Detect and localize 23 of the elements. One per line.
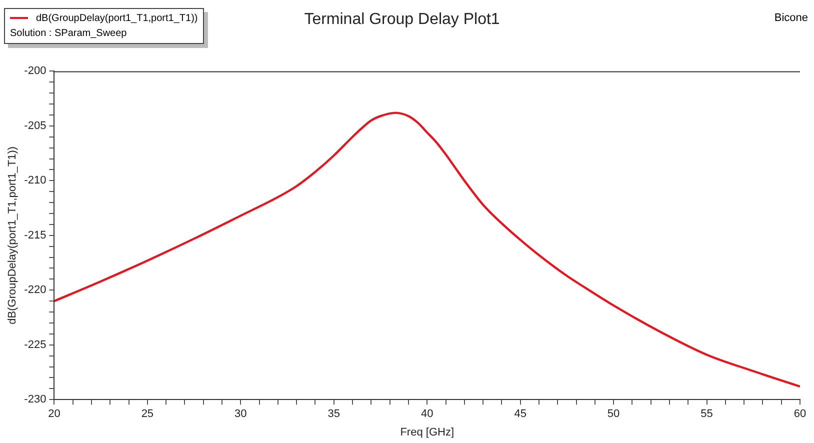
x-tick-label: 60 [794, 408, 806, 420]
y-tick-label: -230 [24, 394, 46, 406]
line-series [54, 112, 800, 388]
y-tick-label: -210 [24, 174, 46, 187]
y-tick-label: -225 [24, 338, 46, 351]
x-tick-label: 35 [328, 408, 340, 420]
text: Bicone [774, 12, 808, 24]
x-tick-label: 20 [48, 408, 60, 420]
chart-title: Terminal Group Delay Plot1 [304, 11, 500, 28]
x-tick-label: 55 [700, 408, 713, 420]
y-tick-label: -205 [24, 120, 46, 132]
x-tick-label: 50 [607, 408, 620, 420]
text: Solution : SParam_Sweep [10, 27, 128, 41]
x-tick-label: 25 [141, 408, 154, 420]
x-tick-label: 40 [420, 408, 434, 420]
y-tick-label: -200 [24, 65, 46, 78]
x-tick-label: 30 [234, 408, 247, 420]
x-tick-label: 45 [514, 408, 526, 420]
y-tick-label: -220 [24, 284, 46, 296]
legend-label: dB(GroupDelay(port1_T1,port1_T1)) [35, 12, 198, 26]
y-axis-title: dB(GroupDelay(port1_T1,port1_T1)) [6, 146, 19, 324]
x-axis-title: Freq [GHz] [400, 426, 454, 438]
y-tick-label: -215 [24, 229, 46, 242]
